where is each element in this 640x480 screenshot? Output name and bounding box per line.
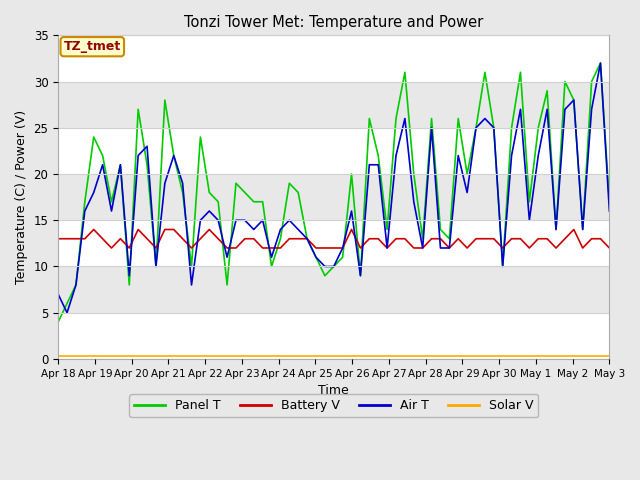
Air T xyxy=(596,60,604,66)
Battery V xyxy=(108,245,115,251)
Solar V xyxy=(223,353,231,359)
Battery V xyxy=(90,227,97,232)
Solar V xyxy=(596,353,604,359)
Air T xyxy=(605,208,613,214)
Air T xyxy=(54,291,62,297)
Battery V xyxy=(241,236,249,241)
Text: TZ_tmet: TZ_tmet xyxy=(63,40,121,53)
Line: Battery V: Battery V xyxy=(58,229,609,248)
Bar xyxy=(58,174,609,220)
Solar V xyxy=(436,353,444,359)
Bar xyxy=(58,220,609,266)
Air T xyxy=(63,310,71,315)
Battery V xyxy=(54,236,62,241)
Title: Tonzi Tower Met: Temperature and Power: Tonzi Tower Met: Temperature and Power xyxy=(184,15,483,30)
Battery V xyxy=(223,245,231,251)
Battery V xyxy=(454,236,462,241)
Legend: Panel T, Battery V, Air T, Solar V: Panel T, Battery V, Air T, Solar V xyxy=(129,395,538,418)
Panel T xyxy=(436,227,444,232)
Bar xyxy=(58,128,609,174)
Panel T xyxy=(605,199,613,204)
Panel T xyxy=(330,264,338,269)
Battery V xyxy=(330,245,338,251)
Panel T xyxy=(588,79,595,84)
Air T xyxy=(214,217,222,223)
Panel T xyxy=(223,282,231,288)
Y-axis label: Temperature (C) / Power (V): Temperature (C) / Power (V) xyxy=(15,110,28,284)
Air T xyxy=(232,217,240,223)
Solar V xyxy=(330,353,338,359)
Air T xyxy=(445,245,453,251)
Panel T xyxy=(596,60,604,66)
Panel T xyxy=(205,190,213,195)
X-axis label: Time: Time xyxy=(318,384,349,397)
Bar xyxy=(58,82,609,128)
Air T xyxy=(588,107,595,112)
Solar V xyxy=(205,353,213,359)
Panel T xyxy=(54,319,62,325)
Solar V xyxy=(312,353,320,359)
Solar V xyxy=(605,353,613,359)
Line: Panel T: Panel T xyxy=(58,63,609,322)
Bar xyxy=(58,312,609,359)
Panel T xyxy=(312,254,320,260)
Air T xyxy=(339,245,346,251)
Air T xyxy=(321,264,329,269)
Battery V xyxy=(605,245,613,251)
Line: Air T: Air T xyxy=(58,63,609,312)
Solar V xyxy=(54,353,62,359)
Battery V xyxy=(596,236,604,241)
Bar xyxy=(58,36,609,82)
Bar xyxy=(58,266,609,312)
Battery V xyxy=(348,227,355,232)
